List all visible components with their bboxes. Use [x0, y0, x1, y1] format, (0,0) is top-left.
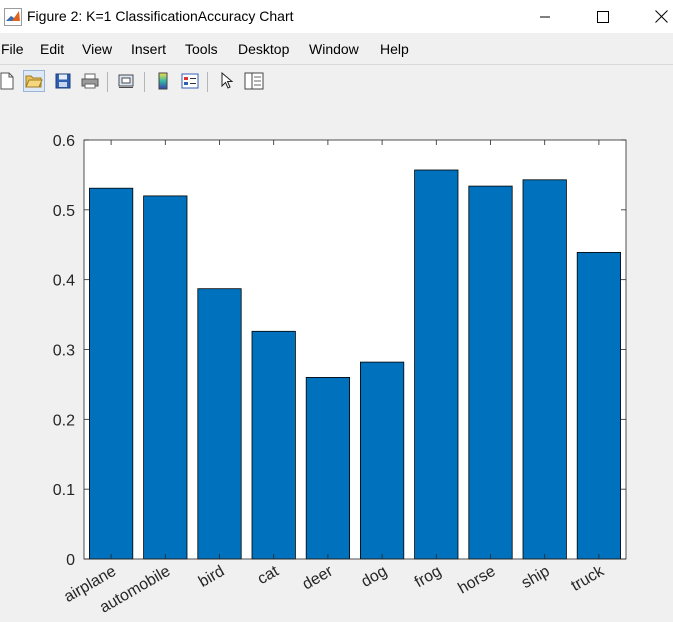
toolbar-separator: [144, 72, 145, 92]
title-bar: Figure 2: K=1 ClassificationAccuracy Cha…: [0, 0, 673, 33]
menu-bar: File Edit View Insert Tools Desktop Wind…: [0, 36, 673, 62]
xtick-label-horse: horse: [455, 563, 498, 598]
bar-truck: [576, 251, 622, 560]
xtick-label-deer: deer: [300, 562, 337, 593]
print-button[interactable]: [79, 70, 101, 92]
insert-legend-icon: [181, 73, 199, 89]
bar-airplane: [89, 187, 134, 560]
pointer-icon: [221, 72, 234, 89]
bar-cat: [251, 330, 296, 560]
link-plot-icon: [118, 74, 134, 88]
link-plot-button[interactable]: [115, 70, 137, 92]
open-file-button[interactable]: [23, 70, 45, 92]
figure-toolbar: [0, 64, 673, 100]
ytick-label: 0.1: [53, 482, 75, 499]
toolbar-separator: [207, 72, 208, 92]
print-icon: [81, 73, 99, 89]
menu-edit[interactable]: Edit: [40, 41, 65, 57]
xtick-label-truck: truck: [568, 562, 607, 595]
xtick-label-cat: cat: [255, 562, 282, 588]
menu-tools[interactable]: Tools: [185, 41, 218, 57]
insert-colorbar-icon: [158, 72, 168, 90]
menu-file[interactable]: File: [1, 41, 24, 57]
ytick-label: 0.5: [53, 203, 75, 220]
ytick-label: 0.3: [53, 343, 75, 360]
maximize-icon: [597, 10, 609, 23]
property-inspector-button[interactable]: [243, 70, 265, 92]
minimize-button[interactable]: [522, 0, 568, 33]
insert-legend-button[interactable]: [179, 70, 201, 92]
bar-frog: [414, 169, 459, 560]
toolbar-separator: [107, 72, 108, 92]
figure-canvas: 0 0.1 0.2 0.3 0.4 0.5 0.6 airplane automobile bir…: [0, 99, 673, 622]
ytick-label: 0.2: [53, 412, 75, 429]
close-icon: [654, 10, 668, 23]
new-figure-button[interactable]: [0, 70, 18, 92]
xtick-label-dog: dog: [358, 563, 390, 591]
bar-dog: [359, 361, 405, 560]
property-inspector-icon: [244, 72, 264, 90]
bar-horse: [468, 185, 513, 560]
bar-ship: [522, 179, 567, 560]
bar-bird: [197, 288, 242, 560]
menu-help[interactable]: Help: [380, 41, 409, 57]
save-button[interactable]: [52, 70, 74, 92]
xtick-label-bird: bird: [196, 563, 228, 591]
close-button[interactable]: [638, 0, 673, 33]
ytick-label: 0.6: [53, 133, 75, 150]
open-file-icon: [25, 75, 43, 88]
xtick-label-ship: ship: [519, 563, 553, 592]
ytick-label: 0.4: [53, 273, 75, 290]
ytick-label: 0: [66, 552, 75, 569]
menu-insert[interactable]: Insert: [131, 41, 167, 57]
insert-colorbar-button[interactable]: [152, 70, 174, 92]
menu-window[interactable]: Window: [309, 41, 359, 57]
matlab-logo-icon: [4, 8, 22, 26]
maximize-button[interactable]: [580, 0, 626, 33]
window-title: Figure 2: K=1 ClassificationAccuracy Cha…: [27, 8, 294, 24]
minimize-icon: [540, 16, 550, 17]
save-icon: [55, 73, 71, 89]
new-figure-icon: [0, 72, 14, 90]
xtick-label-frog: frog: [412, 563, 444, 592]
bar-automobile: [143, 195, 188, 560]
menu-desktop[interactable]: Desktop: [238, 41, 290, 57]
menu-view[interactable]: View: [82, 41, 113, 57]
edit-plot-button[interactable]: [216, 70, 238, 92]
bar-deer: [305, 376, 351, 560]
